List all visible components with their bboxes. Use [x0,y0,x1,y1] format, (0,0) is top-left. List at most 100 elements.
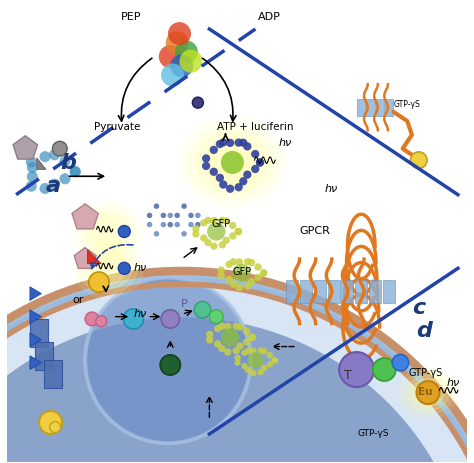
Circle shape [339,352,374,387]
Circle shape [260,269,267,276]
Circle shape [224,323,231,330]
Polygon shape [30,356,41,369]
Circle shape [161,222,166,227]
Circle shape [200,219,208,226]
Circle shape [250,370,256,376]
Circle shape [192,230,200,238]
Circle shape [202,162,210,170]
Circle shape [200,234,208,242]
Circle shape [188,222,194,227]
Circle shape [241,363,248,369]
Polygon shape [87,250,101,264]
Circle shape [182,203,187,209]
Circle shape [50,422,61,432]
Circle shape [410,152,427,169]
Circle shape [260,269,267,276]
Circle shape [222,218,230,225]
Circle shape [59,173,71,184]
Circle shape [392,354,409,371]
Circle shape [192,97,203,108]
Circle shape [251,165,259,173]
Circle shape [70,166,81,177]
Circle shape [160,355,181,375]
Circle shape [89,272,109,292]
Circle shape [161,310,180,328]
Circle shape [170,54,193,77]
Text: a: a [46,176,61,196]
Circle shape [0,317,474,463]
Circle shape [167,213,173,218]
Circle shape [256,158,264,167]
Ellipse shape [84,211,132,252]
Circle shape [241,350,248,356]
Circle shape [182,231,187,237]
Circle shape [180,50,202,73]
Circle shape [206,331,213,338]
Circle shape [188,213,194,218]
Ellipse shape [73,238,143,298]
Polygon shape [30,319,48,347]
Circle shape [257,369,264,375]
Text: P: P [181,300,187,309]
Bar [357,99,365,116]
Text: Eu: Eu [419,387,433,397]
Circle shape [204,217,212,224]
Polygon shape [74,248,96,269]
Circle shape [266,352,273,358]
Bar [300,280,312,303]
Circle shape [235,228,242,235]
Ellipse shape [79,243,137,294]
Ellipse shape [90,216,127,247]
Circle shape [219,241,226,249]
Circle shape [49,149,60,160]
Text: GPCR: GPCR [300,226,331,236]
Circle shape [174,213,180,218]
Circle shape [219,181,228,189]
Circle shape [229,258,237,265]
Circle shape [159,45,182,68]
Circle shape [221,328,239,347]
Bar [328,280,340,303]
Circle shape [235,228,242,235]
Circle shape [204,239,212,246]
Circle shape [229,281,237,288]
Circle shape [232,264,251,282]
Circle shape [226,185,234,193]
Ellipse shape [84,248,132,288]
Circle shape [206,336,213,344]
Circle shape [26,181,37,192]
Circle shape [147,213,152,218]
Circle shape [85,277,251,443]
Circle shape [210,243,218,250]
Bar [385,99,393,116]
Circle shape [214,340,221,348]
Circle shape [244,258,251,265]
Circle shape [167,222,173,227]
Bar [341,280,354,303]
Polygon shape [44,360,62,388]
Circle shape [245,367,251,373]
Polygon shape [13,136,37,159]
Circle shape [243,338,250,345]
Text: b: b [60,153,76,173]
Circle shape [226,276,233,283]
Circle shape [266,361,273,368]
Circle shape [49,179,60,190]
Circle shape [174,222,180,227]
Circle shape [85,312,99,326]
Circle shape [218,266,225,274]
Circle shape [232,323,240,330]
Polygon shape [30,287,41,300]
Circle shape [251,150,259,158]
Circle shape [154,231,159,237]
Ellipse shape [79,206,137,257]
Bar [366,99,374,116]
Circle shape [248,259,255,266]
Polygon shape [30,310,41,324]
Circle shape [39,183,51,194]
Text: or: or [73,295,84,305]
Circle shape [195,222,201,227]
Text: c: c [412,298,425,319]
Text: hν: hν [447,378,460,388]
Text: hν: hν [134,263,146,273]
